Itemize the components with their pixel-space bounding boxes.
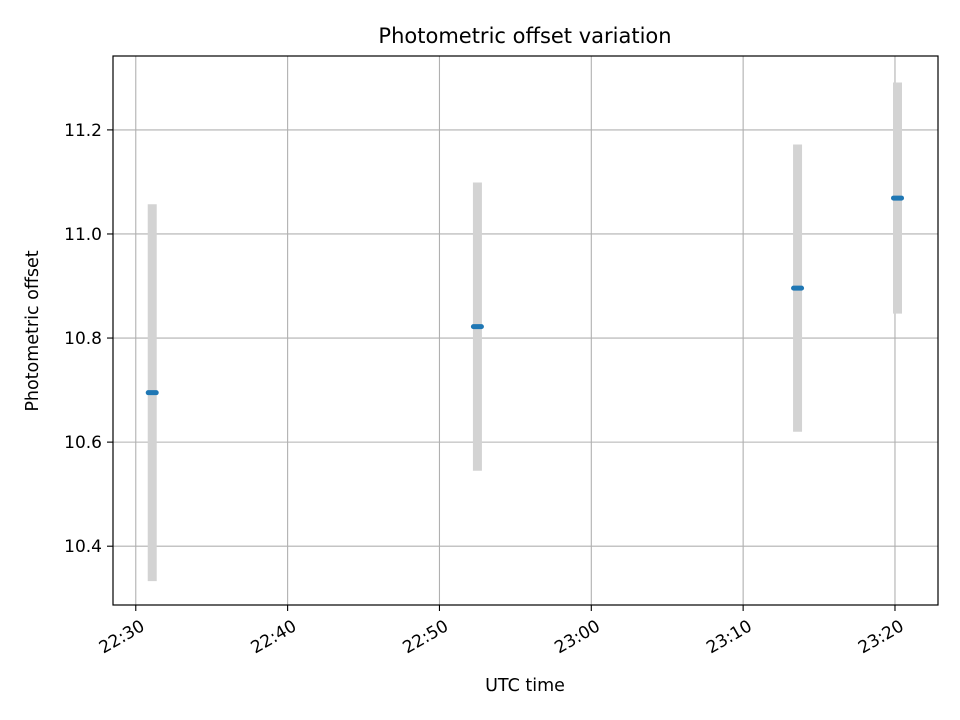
y-tick-label: 11.2 [64, 121, 102, 141]
y-tick-label: 11.0 [64, 225, 102, 245]
y-tick-label: 10.4 [64, 537, 102, 557]
chart-title: Photometric offset variation [378, 24, 671, 48]
x-axis-label: UTC time [485, 676, 565, 696]
y-tick-label: 10.8 [64, 329, 102, 349]
y-tick-label: 10.6 [64, 433, 102, 453]
data-points [145, 195, 905, 396]
axes-frame [112, 55, 939, 606]
y-axis-label: Photometric offset [23, 250, 43, 411]
